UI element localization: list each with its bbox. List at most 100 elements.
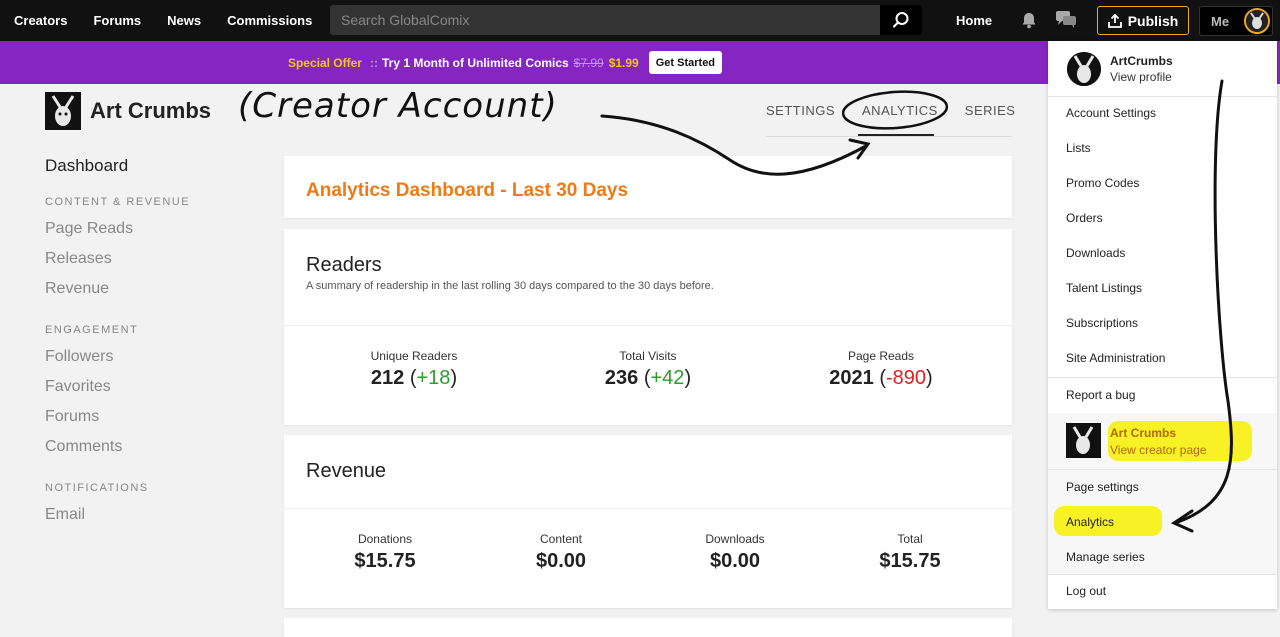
annotation-circle xyxy=(841,90,949,130)
analytics-sidebar: Dashboard CONTENT & REVENUE Page Reads R… xyxy=(45,156,265,536)
nav-link-home[interactable]: Home xyxy=(956,13,993,28)
me-label: Me xyxy=(1211,13,1230,29)
stat-label: Total xyxy=(897,532,923,546)
menu-item-lists[interactable]: Lists xyxy=(1066,141,1091,155)
tab-settings[interactable]: SETTINGS xyxy=(766,103,836,118)
view-creator-page-link[interactable]: View creator page xyxy=(1110,443,1207,457)
sidebar-item-email[interactable]: Email xyxy=(45,506,86,523)
menu-item-report-bug[interactable]: Report a bug xyxy=(1066,388,1136,402)
tab-analytics[interactable]: ANALYTICS xyxy=(862,103,938,118)
publish-button[interactable]: Publish xyxy=(1097,6,1189,35)
menu-item-subscriptions[interactable]: Subscriptions xyxy=(1066,316,1139,330)
menu-item-promo-codes[interactable]: Promo Codes xyxy=(1066,176,1140,190)
tab-series[interactable]: SERIES xyxy=(964,103,1016,118)
dropdown-profile[interactable]: ArtCrumbs View profile xyxy=(1048,41,1277,96)
creator-name: Art Crumbs xyxy=(1110,426,1177,440)
promo-separator: :: xyxy=(369,55,378,70)
page-title: Analytics Dashboard - Last 30 Days xyxy=(306,180,629,201)
nav-link-forums[interactable]: Forums xyxy=(93,13,142,28)
revenue-heading: Revenue xyxy=(306,460,387,482)
dropdown-divider xyxy=(1048,469,1277,470)
sidebar-item-revenue[interactable]: Revenue xyxy=(45,280,110,297)
view-profile-link[interactable]: View profile xyxy=(1110,70,1172,84)
menu-item-downloads[interactable]: Downloads xyxy=(1066,246,1126,260)
stat-value: 236 (+42) xyxy=(604,367,692,389)
brand-avatar xyxy=(45,92,81,130)
menu-item-manage-series[interactable]: Manage series xyxy=(1066,550,1145,564)
promo-new-price: $1.99 xyxy=(608,55,639,70)
card-divider xyxy=(284,325,1012,326)
stat-label: Page Reads xyxy=(847,349,915,363)
stat-total: Total $15.75 xyxy=(855,532,965,573)
stat-label: Content xyxy=(539,532,583,546)
sidebar-item-comments[interactable]: Comments xyxy=(45,438,123,455)
creator-avatar-icon xyxy=(1246,10,1268,32)
sidebar-item-forums[interactable]: Forums xyxy=(45,408,100,425)
sidebar-item-followers[interactable]: Followers xyxy=(45,348,114,365)
highlighter-mark xyxy=(1054,506,1162,536)
menu-item-log-out[interactable]: Log out xyxy=(1066,584,1107,598)
me-menu-button[interactable]: Me xyxy=(1199,6,1273,36)
user-dropdown-menu: ArtCrumbs View profile Account Settings … xyxy=(1048,41,1277,609)
publish-label: Publish xyxy=(1127,12,1179,29)
stat-label: Donations xyxy=(357,532,413,546)
menu-item-page-settings[interactable]: Page settings xyxy=(1066,480,1139,494)
stat-page-reads: Page Reads 2021 (-890) xyxy=(806,349,956,390)
stat-label: Unique Readers xyxy=(370,349,458,363)
dropdown-divider xyxy=(1048,377,1277,378)
sidebar-item-favorites[interactable]: Favorites xyxy=(45,378,111,395)
stat-value: $15.75 xyxy=(354,550,416,572)
menu-item-account-settings[interactable]: Account Settings xyxy=(1066,106,1157,120)
creator-avatar-icon xyxy=(1066,423,1101,458)
stat-value: 2021 (-890) xyxy=(829,367,933,389)
readers-description: A summary of readership in the last roll… xyxy=(306,280,714,292)
creator-title: Art Crumbs xyxy=(90,98,212,123)
creator-tabs: SETTINGS ANALYTICS SERIES xyxy=(766,103,1015,118)
chat-icon[interactable] xyxy=(1055,10,1077,30)
promo-text: Try 1 Month of Unlimited Comics xyxy=(381,55,569,70)
sidebar-section-title: NOTIFICATIONS xyxy=(45,482,149,494)
search-button[interactable] xyxy=(880,5,922,35)
dashboard-title-card: Analytics Dashboard - Last 30 Days xyxy=(284,156,1012,218)
dropdown-annotation-overlay xyxy=(1170,79,1233,533)
annotation-arrow xyxy=(600,114,868,176)
stat-donations: Donations $15.75 xyxy=(330,532,440,573)
nav-link-news[interactable]: News xyxy=(167,13,202,28)
stat-delta: +42 xyxy=(650,367,685,389)
menu-item-orders[interactable]: Orders xyxy=(1066,211,1103,225)
menu-item-analytics[interactable]: Analytics xyxy=(1066,515,1115,529)
menu-item-talent-listings[interactable]: Talent Listings xyxy=(1066,281,1143,295)
get-started-button[interactable]: Get Started xyxy=(648,51,723,74)
header-divider xyxy=(766,136,1012,137)
avatar xyxy=(1244,8,1270,34)
avatar xyxy=(1066,423,1101,458)
stat-label: Total Visits xyxy=(619,349,677,363)
dropdown-divider xyxy=(1048,96,1277,97)
readers-card: Readers A summary of readership in the l… xyxy=(284,229,1012,425)
annotation-arrowhead xyxy=(1170,509,1194,533)
stat-unique-readers: Unique Readers 212 (+18) xyxy=(344,349,484,390)
dropdown-creator-list: Page settings Analytics Manage series xyxy=(1048,470,1277,574)
stat-content: Content $0.00 xyxy=(506,532,616,573)
card-divider xyxy=(284,508,1012,509)
highlighter-mark xyxy=(1108,421,1252,461)
sidebar-item-page-reads[interactable]: Page Reads xyxy=(45,220,134,237)
nav-link-creators[interactable]: Creators xyxy=(14,13,68,28)
stat-total-visits: Total Visits 236 (+42) xyxy=(578,349,718,390)
sidebar-item-releases[interactable]: Releases xyxy=(45,250,112,267)
stat-label: Downloads xyxy=(705,532,765,546)
dropdown-creator-profile[interactable]: Art Crumbs View creator page xyxy=(1048,413,1277,470)
search-icon xyxy=(892,12,909,28)
bell-icon[interactable] xyxy=(1020,11,1038,29)
annotation-arrowhead xyxy=(848,138,871,160)
stat-value: $0.00 xyxy=(709,550,761,572)
search-input[interactable] xyxy=(330,5,880,35)
revenue-card: Revenue Donations $15.75 Content $0.00 D… xyxy=(284,435,1012,608)
promo-offer: Special Offer xyxy=(287,55,362,70)
sidebar-item-dashboard[interactable]: Dashboard xyxy=(45,156,129,175)
upload-icon xyxy=(1107,13,1122,28)
nav-link-commissions[interactable]: Commissions xyxy=(227,13,313,28)
menu-item-site-administration[interactable]: Site Administration xyxy=(1066,351,1166,365)
stat-value: 212 (+18) xyxy=(370,367,458,389)
search-bar xyxy=(330,5,922,35)
